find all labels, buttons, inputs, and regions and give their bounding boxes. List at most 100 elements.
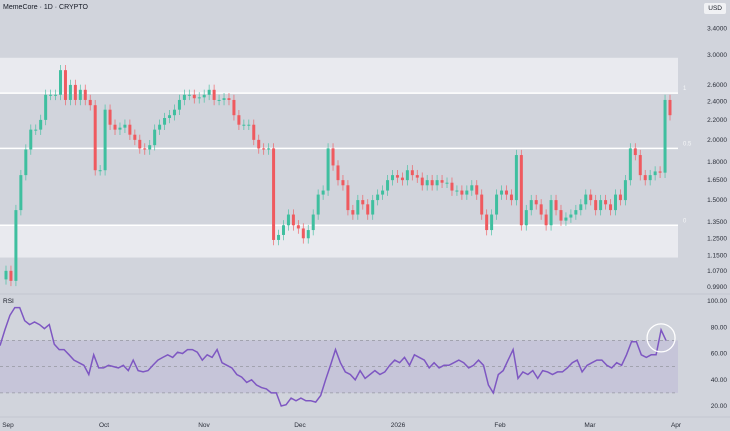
candle-body [24,149,28,176]
candle-body [376,194,380,201]
candle [534,194,538,210]
candle [623,174,627,206]
time-axis-label: Dec [294,422,306,429]
candle-body [316,194,320,215]
candle [197,92,201,104]
candle-body [643,175,647,181]
candle [633,143,637,161]
candle [613,189,617,216]
candle [4,265,8,285]
candle [272,143,276,246]
candle-body [286,214,290,226]
candle-body [425,180,429,186]
candle-body [252,124,256,140]
candle [668,94,672,121]
candle [455,185,459,196]
candle-body [49,94,53,96]
candle-body [281,225,285,235]
time-axis-label: Oct [99,422,109,429]
price-axis-label: 2.4000 [707,99,727,106]
candle-body [247,124,251,126]
candle [227,93,231,106]
candle-body [44,94,48,120]
candle [54,89,58,101]
candle-body [138,139,142,149]
candle [559,204,563,226]
candle-body [500,190,504,195]
candle [49,89,53,101]
rsi-line [0,306,667,407]
candle-body [68,84,72,100]
candle [514,149,518,206]
candle-body [663,99,667,173]
candle [232,94,236,121]
candle [163,112,167,131]
candle [658,166,662,178]
candle [371,194,375,220]
price-axis-label: 1.1500 [707,253,727,260]
candle-body [391,175,395,181]
candle [470,180,474,196]
candle [529,194,533,216]
candle-body [410,170,414,176]
price-axis-label: 1.6500 [707,177,727,184]
candle [182,89,186,106]
candle-body [182,94,186,100]
candle-body [177,99,181,110]
candle [247,119,251,131]
candle [83,84,87,106]
candle-body [54,94,58,96]
candle [549,194,553,231]
currency-button[interactable]: USD [704,3,726,14]
candle-body [262,148,266,150]
candle [653,166,657,181]
candle-body [633,148,637,156]
candle [39,114,43,135]
candle [475,180,479,200]
candle-body [351,210,355,215]
candle-body [628,148,632,181]
candle-body [267,148,271,150]
candle [346,180,350,216]
candle [628,143,632,186]
candle-body [371,200,375,215]
candle-body [148,145,152,150]
candle [242,119,246,131]
candle [425,174,429,191]
candle-body [584,194,588,205]
price-axis-label: 2.6000 [707,82,727,89]
candle [376,189,380,206]
candle [395,169,399,183]
candle-body [430,180,434,186]
candle-body [485,214,489,231]
candle-body [638,155,642,176]
range-zone [0,225,678,258]
candle-body [366,204,370,215]
candle-body [202,94,206,98]
candle-body [153,129,157,146]
candle-body [415,175,419,178]
candle [539,199,543,220]
candle [544,209,548,231]
candle-body [579,204,583,211]
candle-body [658,171,662,173]
candle-body [395,175,399,178]
time-axis-label: Feb [494,422,506,429]
candle-body [311,214,315,231]
candle-body [440,180,444,183]
candle-body [450,182,454,191]
candle [460,185,464,200]
candle [207,84,211,101]
fib-level-label: 0 [683,218,687,224]
candle-body [187,94,191,96]
candle-body [599,200,603,211]
price-axis-label: 1.5000 [707,197,727,204]
candle-body [495,194,499,215]
time-axis-label: Nov [198,422,210,429]
candle [311,209,315,236]
candle [435,174,439,191]
candle [331,143,335,171]
range-zone [0,57,678,94]
rsi-axis-label: 80.00 [711,324,728,331]
